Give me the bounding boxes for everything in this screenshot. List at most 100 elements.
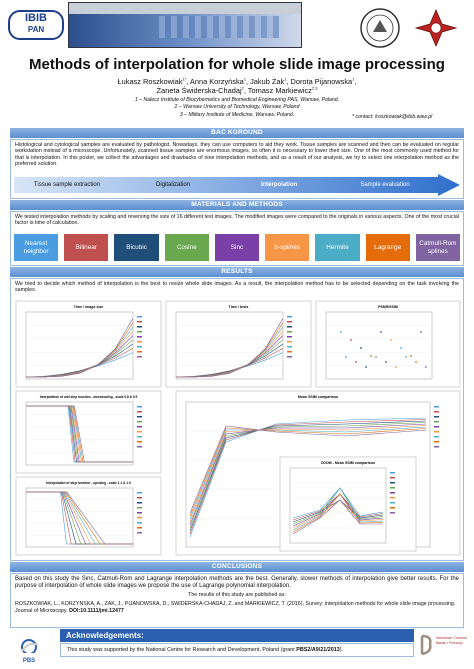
method-box: Bilinear	[64, 234, 109, 261]
legend-swatch	[137, 527, 142, 529]
bold-text: DOI:10.1111/jmi.12477	[69, 607, 124, 614]
legend-swatch	[434, 446, 439, 448]
figure-title: Interpolation of step function - upsizin…	[46, 481, 131, 485]
legend-swatch	[137, 532, 142, 534]
legend-swatch	[390, 502, 395, 504]
legend-swatch	[137, 436, 142, 438]
plot-mark	[390, 339, 392, 341]
text: , Tomasz Markiewicz	[243, 86, 312, 95]
pipeline-step: Interpolation	[260, 182, 298, 188]
legend-swatch	[287, 341, 292, 343]
plot-line	[26, 405, 133, 463]
plot-line	[292, 499, 383, 535]
section-heading: RESULTS	[10, 267, 464, 277]
plot-line	[175, 318, 284, 378]
banner-strip	[69, 3, 301, 14]
plot-line	[189, 425, 427, 523]
section-text: We tried to decide which method of inter…	[15, 281, 459, 294]
ack-text: This study was supported by the National…	[60, 643, 414, 657]
figure-frame	[165, 300, 312, 388]
plot-line	[189, 419, 427, 535]
text: , Dorota Pijanowska	[286, 77, 353, 86]
legend-swatch	[434, 431, 439, 433]
section-text: Based on this study the Sinc, Catmull-Ro…	[15, 576, 459, 589]
method-box: Nearest neighbor	[14, 234, 59, 261]
legend-swatch	[137, 492, 142, 494]
figure-frame	[15, 390, 162, 474]
method-list: Nearest neighbor Bilinear Bicubic Cosine Sin…	[14, 234, 460, 261]
published-intro: The results of this study are published …	[188, 592, 286, 598]
author-line: Łukasz Roszkowiak1*, Anna Korzyńska1, Ja…	[0, 77, 474, 86]
legend-swatch	[434, 411, 439, 413]
legend-swatch	[390, 477, 395, 479]
plot-mark	[350, 339, 352, 341]
logo-bottom-right: Narodowe Centrum Badań i Rozwoju	[420, 630, 470, 664]
superscript: 1	[284, 76, 287, 82]
plot-line	[189, 422, 427, 529]
plot-area	[175, 311, 284, 380]
logo-text: Narodowe Centrum Badań i Rozwoju	[436, 636, 468, 645]
affiliation: 1 – Nalecz Institute of Biocybernetics a…	[134, 97, 340, 103]
method-box: Cosine	[164, 234, 209, 261]
legend-swatch	[287, 351, 292, 353]
legend-swatch	[137, 507, 142, 509]
pipeline-steps: Tissue sample extraction Digitalization In…	[14, 174, 438, 196]
plot-line	[292, 487, 384, 531]
pipeline-step: Tissue sample extraction	[33, 182, 101, 188]
plot-line	[189, 417, 427, 538]
plot-mark	[375, 356, 377, 358]
legend-swatch	[434, 436, 439, 438]
legend-swatch	[137, 431, 142, 433]
logo-left: IBIB PAN	[8, 10, 64, 40]
plot-mark	[380, 331, 382, 333]
superscript: 2	[241, 85, 244, 91]
legend-swatch	[137, 446, 142, 448]
reference: ROSZKOWIAK, L., KORZYNSKA, A., ZAK, J., …	[11, 599, 463, 617]
legend-swatch	[137, 421, 142, 423]
text: ).	[339, 647, 343, 653]
legend-swatch	[137, 336, 142, 338]
ack-heading: Acknowledgements:	[60, 629, 414, 642]
plot-mark	[365, 366, 367, 368]
header-seals	[360, 8, 458, 48]
pipeline	[14, 174, 460, 196]
plot-mark	[340, 331, 342, 333]
legend-swatch	[137, 517, 142, 519]
plot-area	[325, 311, 433, 380]
section-heading: MATERIALS AND METHODS	[10, 200, 464, 210]
logo-text: PAN	[27, 25, 45, 34]
figure-title: PSNR/SSIM	[378, 305, 398, 309]
figure-title: Interpolation of unit step function - do…	[40, 395, 138, 399]
legend-swatch	[137, 441, 142, 443]
plot-line	[189, 426, 427, 520]
seal	[366, 14, 394, 42]
figure-title: Time / image size	[74, 305, 104, 309]
plot-mark	[415, 361, 417, 363]
method-box: Hermite	[315, 234, 360, 261]
legend-swatch	[287, 346, 292, 348]
logo-text: PBS	[22, 658, 36, 664]
method-box: Catmull-Rom splines	[415, 234, 460, 261]
plot-line	[25, 318, 134, 378]
plot-mark	[400, 347, 402, 349]
legend-swatch	[434, 406, 439, 408]
method-box: Sinc	[214, 234, 260, 261]
plot-line	[189, 420, 427, 532]
author-line: Żaneta Świderska-Chadaj2, Tomasz Markiew…	[0, 86, 474, 95]
plot-line	[189, 425, 427, 514]
legend-swatch	[434, 421, 439, 423]
plot-mark	[360, 347, 362, 349]
plot-area	[25, 487, 134, 548]
superscript: 1	[243, 76, 246, 82]
superscript: 1*	[182, 76, 187, 82]
text: Żaneta Świderska-Chadaj	[156, 86, 242, 95]
legend-swatch	[287, 356, 292, 358]
logo-mark	[420, 634, 432, 656]
section-text: We tested interpolation methods by scali…	[15, 214, 459, 227]
result-figures: Time / image size Time / tests PSNR/SSIM In…	[15, 300, 461, 556]
legend-swatch	[137, 522, 142, 524]
affiliation: 2 – Warsaw University of Technology, War…	[174, 104, 300, 111]
legend-swatch	[390, 482, 395, 484]
logo-mark	[21, 639, 39, 655]
